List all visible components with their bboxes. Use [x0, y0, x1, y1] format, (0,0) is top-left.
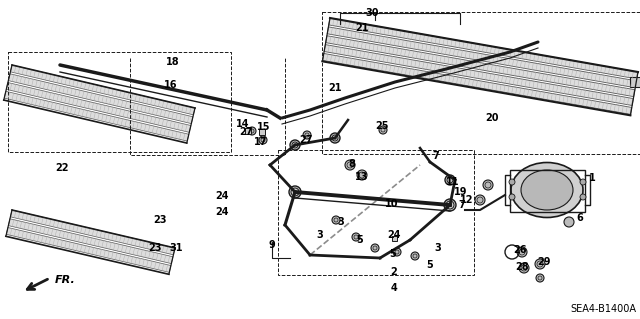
Text: 8: 8 [349, 159, 355, 169]
Text: 26: 26 [513, 245, 527, 255]
Text: 27: 27 [239, 127, 253, 137]
Text: 23: 23 [153, 215, 167, 225]
Circle shape [248, 127, 256, 135]
Circle shape [535, 259, 545, 269]
Text: 30: 30 [365, 8, 379, 18]
Circle shape [517, 247, 527, 257]
Circle shape [580, 194, 586, 200]
Text: 24: 24 [215, 207, 228, 217]
Text: 11: 11 [446, 177, 460, 187]
Text: 4: 4 [390, 283, 397, 293]
Polygon shape [8, 219, 173, 263]
Circle shape [580, 179, 586, 185]
Text: 17: 17 [254, 137, 268, 147]
Circle shape [379, 126, 387, 134]
Circle shape [289, 186, 301, 198]
Text: 28: 28 [515, 262, 529, 272]
Circle shape [259, 136, 267, 144]
Text: 14: 14 [236, 119, 250, 129]
Text: 5: 5 [390, 249, 396, 259]
Text: 16: 16 [164, 80, 178, 90]
Polygon shape [323, 54, 632, 114]
Text: 3: 3 [435, 243, 442, 253]
Polygon shape [6, 83, 191, 132]
Circle shape [393, 248, 401, 256]
Circle shape [475, 195, 485, 205]
Bar [322, 12, 640, 154]
Text: 27: 27 [300, 135, 313, 145]
Bar [259, 129, 265, 135]
Circle shape [357, 170, 367, 180]
Polygon shape [8, 74, 193, 123]
Text: 9: 9 [269, 240, 275, 250]
Circle shape [332, 216, 340, 224]
Polygon shape [10, 65, 195, 115]
Text: SEA4-B1400A: SEA4-B1400A [570, 304, 636, 314]
Text: 21: 21 [355, 23, 369, 33]
Text: 12: 12 [460, 195, 474, 205]
Text: 31: 31 [169, 243, 183, 253]
Text: 29: 29 [537, 257, 551, 267]
Ellipse shape [521, 170, 573, 210]
Text: 18: 18 [166, 57, 180, 67]
Text: 24: 24 [215, 191, 228, 201]
Text: 25: 25 [375, 121, 388, 131]
Bar [245, 128, 251, 134]
Text: 15: 15 [257, 122, 271, 132]
Bar [392, 235, 397, 241]
Text: 7: 7 [433, 151, 440, 161]
Text: 21: 21 [328, 83, 342, 93]
Text: 19: 19 [454, 187, 468, 197]
Circle shape [371, 244, 379, 252]
Text: 3: 3 [338, 217, 344, 227]
Polygon shape [6, 227, 171, 272]
Circle shape [290, 140, 300, 150]
Text: 24: 24 [387, 230, 401, 240]
Circle shape [411, 252, 419, 260]
Text: 20: 20 [485, 113, 499, 123]
Circle shape [330, 133, 340, 143]
Polygon shape [10, 210, 175, 255]
Text: 5: 5 [427, 260, 433, 270]
Polygon shape [324, 45, 634, 106]
Text: 10: 10 [385, 199, 399, 209]
Circle shape [509, 179, 515, 185]
Circle shape [519, 263, 529, 273]
Polygon shape [327, 27, 636, 88]
Text: 13: 13 [355, 172, 369, 182]
Circle shape [345, 160, 355, 170]
Text: 7: 7 [459, 200, 465, 210]
Circle shape [352, 233, 360, 241]
Bar [278, 150, 474, 275]
Bar [510, 170, 585, 212]
Circle shape [445, 175, 455, 185]
Polygon shape [329, 18, 638, 79]
Bar [630, 77, 640, 87]
Circle shape [483, 180, 493, 190]
Polygon shape [326, 36, 635, 97]
Text: 2: 2 [390, 267, 397, 277]
Circle shape [303, 131, 311, 139]
Circle shape [509, 194, 515, 200]
Bar [8, 52, 231, 152]
Text: 3: 3 [317, 230, 323, 240]
Ellipse shape [511, 162, 583, 218]
Circle shape [444, 199, 456, 211]
Polygon shape [4, 91, 189, 141]
Circle shape [536, 274, 544, 282]
Circle shape [564, 217, 574, 227]
Text: 6: 6 [577, 213, 584, 223]
Text: 22: 22 [55, 163, 68, 173]
Text: FR.: FR. [55, 275, 76, 285]
Text: 23: 23 [148, 243, 162, 253]
Text: 1: 1 [589, 173, 595, 183]
Text: 5: 5 [356, 235, 364, 245]
